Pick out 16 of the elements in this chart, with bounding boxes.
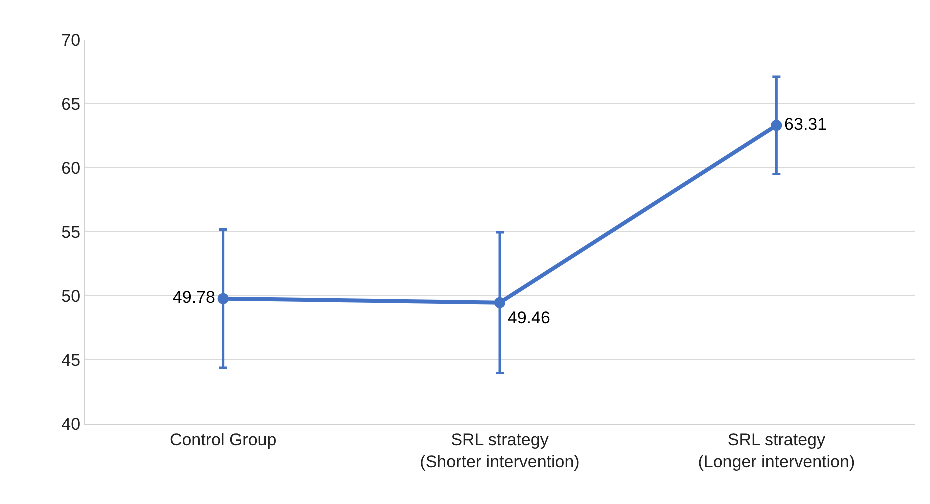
data-label: 49.78 bbox=[172, 288, 216, 308]
x-tick-label: SRL strategy (Shorter intervention) bbox=[420, 430, 580, 472]
data-label: 63.31 bbox=[784, 114, 828, 134]
point bbox=[218, 293, 229, 304]
y-tick-label: 50 bbox=[62, 286, 81, 306]
x-tick-label: Control Group bbox=[170, 430, 277, 450]
y-tick-label: 70 bbox=[62, 30, 81, 50]
y-tick-label: 65 bbox=[62, 94, 81, 114]
y-tick-label: 40 bbox=[62, 414, 81, 434]
y-tick-label: 45 bbox=[62, 350, 81, 370]
x-tick-label: SRL strategy (Longer intervention) bbox=[698, 430, 856, 472]
y-tick-label: 55 bbox=[62, 222, 81, 242]
point bbox=[771, 120, 782, 132]
point bbox=[494, 297, 506, 308]
y-tick-label: 60 bbox=[62, 158, 81, 178]
data-label: 49.46 bbox=[508, 308, 550, 328]
